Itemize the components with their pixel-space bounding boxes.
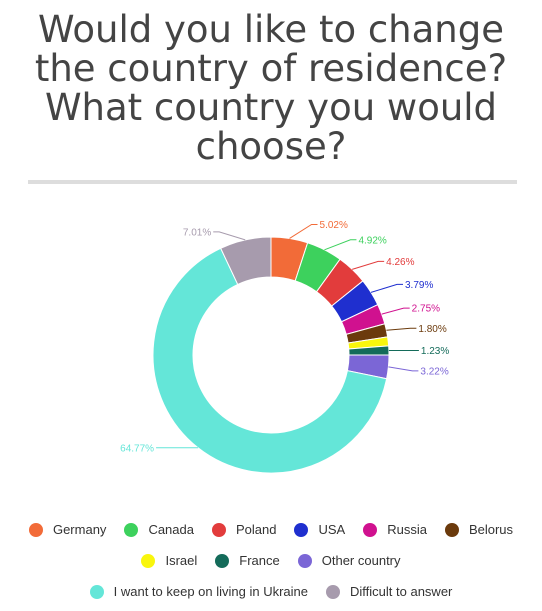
legend-swatch [141,553,156,568]
legend-row: Israel France Other country [0,553,542,568]
legend-item-germany[interactable]: Germany [28,522,107,537]
data-label-i-want-to-keep-on-living-in-ukraine: 64.77% [120,443,154,454]
data-label-difficult-to-answer: 7.01% [183,227,211,238]
leader-line-other-country [388,366,419,372]
chart-title: Would you like to change the country of … [34,8,508,168]
legend-swatch [211,522,226,537]
legend-item-poland[interactable]: Poland [211,522,277,537]
donut-chart: 5.02% 4.92%4.26% 3.79% 2.75% 1.80% 1.23% 3.22%… [120,220,449,474]
data-label-poland: 4.26% [386,257,414,268]
legend-swatch [294,522,309,537]
leader-line-canada [324,239,357,251]
legend-item-canada[interactable]: Canada [124,522,194,537]
slice-difficult-to-answer[interactable] [220,236,272,286]
legend-swatch [297,553,312,568]
leader-line-poland [352,260,385,270]
legend-label: France [239,553,280,568]
legend-swatch [363,522,378,537]
legend-swatch [444,522,459,537]
legend-label: Germany [52,522,107,537]
data-label-germany: 5.02% [320,220,348,231]
legend-label: Canada [148,522,194,537]
slice-i-want-to-keep-on-living-in-ukraine[interactable] [152,247,388,474]
title-divider [28,180,517,184]
legend-label: Israel [165,553,198,568]
legend-item-israel[interactable]: Israel [141,553,197,568]
legend-label: Russia [387,522,427,537]
data-label-canada: 4.92% [358,235,386,246]
data-label-other-country: 3.22% [420,366,448,377]
legend-swatch [89,584,104,599]
legend-swatch [124,522,139,537]
legend-item-i-want-to-keep-on-living-in-ukraine[interactable]: I want to keep on living in Ukraine [89,584,309,599]
legend-item-difficult-to-answer[interactable]: Difficult to answer [326,584,452,599]
legend-row: Germany Canada Poland USA Russia Belorus [0,522,542,537]
legend-swatch [326,584,341,599]
legend-label: USA [318,522,346,537]
data-label-usa: 3.79% [405,280,433,291]
legend-item-france[interactable]: France [215,553,280,568]
leader-line-difficult-to-answer [213,231,246,241]
leader-line-russia [381,307,410,315]
data-label-belorus: 1.80% [418,324,446,335]
legend-label: Belorus [468,522,514,537]
legend-label: Difficult to answer [350,584,453,599]
legend-swatch [28,522,43,537]
legend-item-other-country[interactable]: Other country [297,553,401,568]
legend-item-usa[interactable]: USA [294,522,345,537]
data-label-russia: 2.75% [412,304,440,315]
legend-label: I want to keep on living in Ukraine [113,584,309,599]
data-label-france: 1.23% [421,346,449,357]
leader-line-germany [289,223,318,239]
legend-swatch [215,553,230,568]
legend-item-belorus[interactable]: Belorus [444,522,514,537]
leader-line-usa [370,283,404,293]
legend-label: Poland [235,522,277,537]
legend-label: Other country [321,553,401,568]
legend-item-russia[interactable]: Russia [363,522,427,537]
legend-row: I want to keep on living in Ukraine Diffi… [0,584,542,599]
leader-line-belorus [386,327,417,331]
